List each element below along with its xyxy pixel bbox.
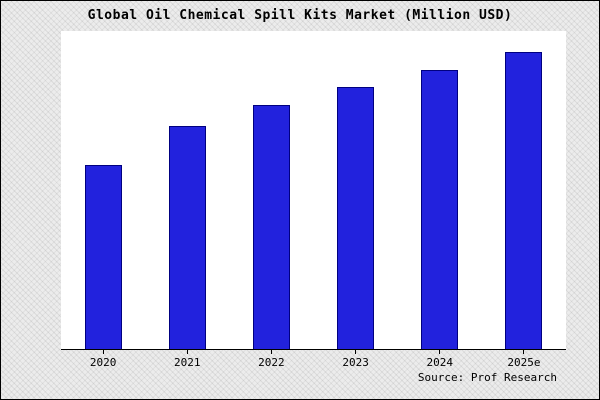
x-tick-text: 2020 [89,356,117,369]
bar-2025e [505,51,543,349]
bar-2021 [168,126,206,349]
tick-mark [186,350,188,354]
bar-2020 [84,164,122,349]
x-tick-label: 2024 [398,350,482,369]
plot-area [61,31,566,350]
chart-title: Global Oil Chemical Spill Kits Market (M… [87,8,513,23]
tick-mark [270,350,272,354]
source-note: Source: Prof Research [417,371,557,384]
bar-group [61,31,566,349]
x-tick-text: 2025e [507,356,541,369]
bar-2022 [252,105,290,349]
tick-mark [439,350,441,354]
tick-mark [355,350,357,354]
bar-2023 [337,87,375,349]
x-tick-label: 2020 [61,350,145,369]
x-tick-text: 2023 [342,356,369,369]
x-axis-labels: 2020 2021 2022 2023 2024 2025e [61,350,566,369]
tick-mark [102,350,104,354]
x-tick-text: 2022 [258,356,285,369]
x-tick-label: 2025e [482,350,566,369]
bar-2024 [421,69,459,349]
tick-mark [523,350,525,354]
x-tick-text: 2024 [426,356,454,369]
x-tick-text: 2021 [174,356,201,369]
x-tick-label: 2022 [229,350,313,369]
x-tick-label: 2023 [314,350,398,369]
x-tick-label: 2021 [145,350,229,369]
